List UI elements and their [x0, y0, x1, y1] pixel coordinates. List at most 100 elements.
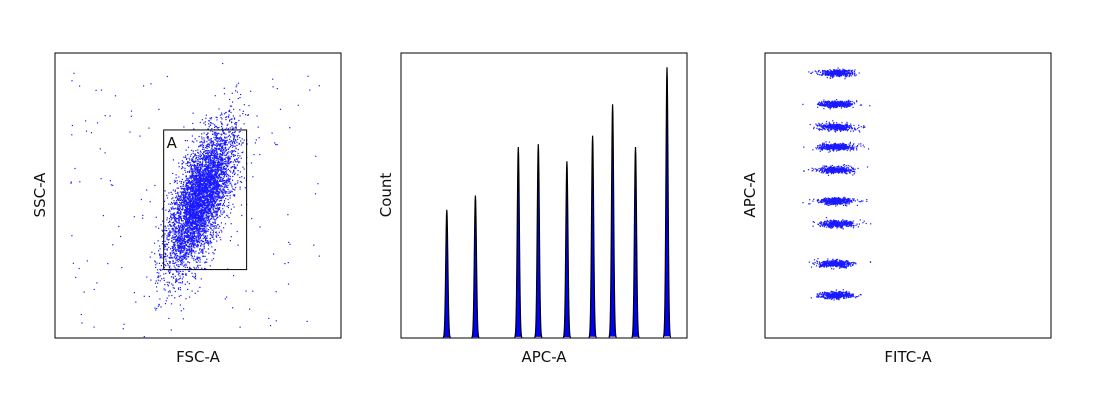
scatter-point: [199, 227, 201, 229]
scatter-point: [214, 163, 216, 165]
scatter-point: [186, 200, 188, 202]
scatter-point: [223, 166, 225, 168]
scatter-point: [195, 238, 197, 240]
scatter-point: [208, 204, 210, 206]
scatter-point: [177, 217, 179, 220]
scatter-point: [199, 190, 201, 192]
scatter-point: [205, 167, 207, 169]
scatter-point: [174, 204, 176, 206]
scatter-point: [158, 227, 160, 229]
scatter-point: [212, 197, 214, 199]
scatter-point: [180, 231, 182, 233]
scatter-point: [200, 144, 202, 146]
scatter-point: [199, 259, 201, 261]
scatter-point: [208, 219, 210, 221]
scatter-point: [165, 272, 167, 275]
scatter-point: [192, 122, 194, 125]
scatter-point: [168, 228, 170, 230]
scatter-point: [225, 173, 227, 176]
scatter-point: [208, 229, 210, 231]
scatter-point: [181, 237, 183, 239]
scatter-point: [212, 154, 214, 157]
scatter-point: [202, 187, 204, 189]
scatter-point: [190, 238, 192, 240]
scatter-point: [193, 170, 195, 172]
scatter-point: [186, 251, 188, 253]
scatter-point: [193, 223, 195, 225]
scatter-point: [194, 191, 196, 193]
scatter-point: [181, 185, 183, 187]
scatter-point: [233, 206, 235, 208]
scatter-point: [199, 233, 201, 235]
scatter-point: [216, 214, 218, 216]
scatter-point: [181, 245, 183, 247]
scatter-point: [175, 281, 177, 283]
scatter-point: [209, 155, 211, 157]
scatter-point: [204, 235, 206, 237]
scatter-point: [167, 285, 169, 287]
scatter-point: [184, 225, 186, 227]
scatter-point: [195, 239, 197, 241]
scatter-point: [205, 150, 207, 152]
scatter-point: [209, 195, 211, 197]
scatter-point: [210, 204, 212, 206]
scatter-point: [195, 225, 197, 227]
scatter-point: [187, 230, 189, 233]
scatter-point: [201, 222, 203, 224]
scatter-point: [207, 196, 209, 198]
scatter-point: [155, 280, 157, 282]
scatter-point: [179, 242, 181, 244]
scatter-point: [190, 190, 192, 192]
scatter-point: [207, 182, 209, 184]
scatter-point: [213, 156, 215, 158]
scatter-point: [217, 154, 219, 156]
scatter-point: [221, 147, 223, 150]
scatter-point: [187, 224, 189, 226]
scatter-point: [192, 156, 195, 158]
scatter-point: [169, 265, 171, 267]
scatter-point: [177, 208, 179, 210]
scatter-point: [196, 216, 198, 218]
scatter-point: [182, 225, 185, 227]
scatter-point: [195, 213, 197, 215]
scatter-point: [194, 292, 196, 294]
scatter-point: [208, 170, 210, 172]
scatter-point: [207, 170, 209, 173]
scatter-point: [205, 171, 207, 173]
scatter-point: [169, 271, 171, 273]
scatter-point: [205, 205, 207, 207]
scatter-point: [171, 193, 173, 195]
scatter-point: [206, 134, 208, 136]
scatter-point: [216, 152, 218, 155]
scatter-point: [191, 172, 193, 174]
scatter-point: [234, 194, 236, 196]
scatter-point: [234, 131, 236, 133]
scatter-point: [197, 260, 199, 262]
scatter-point: [228, 181, 230, 183]
scatter-point: [188, 188, 190, 190]
scatter-point: [213, 141, 215, 144]
scatter-point: [206, 188, 208, 190]
scatter-point: [220, 159, 222, 161]
scatter-point: [172, 262, 174, 264]
scatter-point: [190, 206, 192, 209]
scatter-point: [184, 215, 186, 217]
scatter-point: [181, 262, 183, 265]
scatter-point: [182, 194, 184, 196]
scatter-point: [205, 176, 207, 178]
scatter-point: [181, 224, 184, 226]
scatter-point: [195, 166, 197, 168]
scatter-point: [200, 239, 202, 241]
scatter-point: [174, 219, 176, 221]
scatter-point: [177, 230, 179, 232]
scatter-point: [228, 192, 231, 194]
scatter-point: [217, 140, 219, 142]
scatter-point: [193, 198, 196, 200]
scatter-point: [202, 146, 204, 148]
scatter-point: [212, 179, 214, 181]
scatter-point: [179, 239, 181, 241]
scatter-point: [201, 201, 204, 203]
scatter-point: [175, 232, 177, 234]
scatter-point: [195, 165, 197, 167]
scatter-point: [228, 174, 230, 177]
